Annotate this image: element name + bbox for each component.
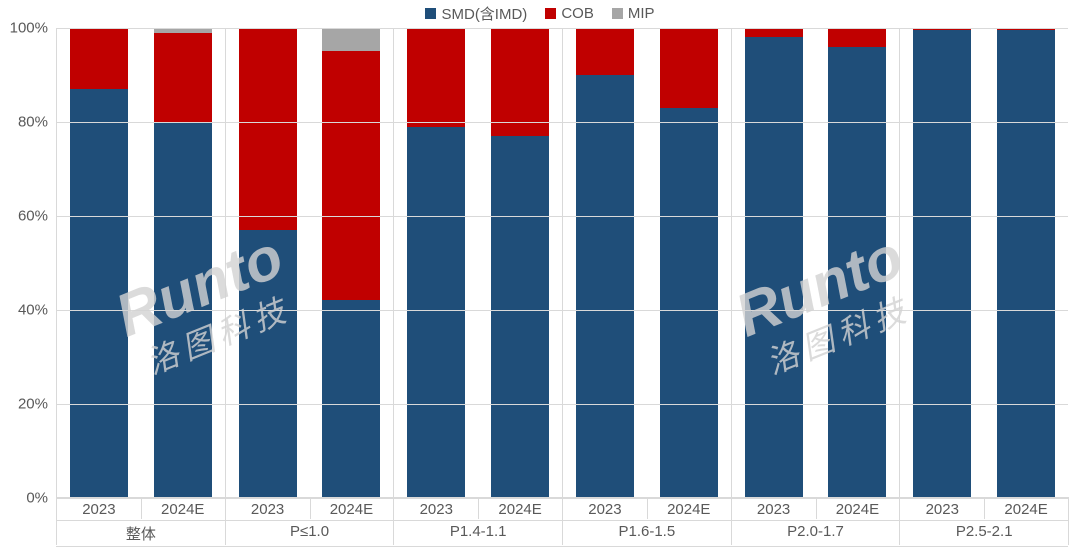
x-axis-group-label: P2.5-2.1 <box>900 523 1068 540</box>
bars-row <box>394 28 562 497</box>
year-row: 2023 2024E <box>732 497 900 518</box>
legend-item-mip: MIP <box>612 5 655 22</box>
segment-cob <box>239 28 297 230</box>
x-axis-year-label: 2023 <box>913 501 971 518</box>
y-axis-label: 60% <box>18 208 56 225</box>
bar <box>828 28 886 497</box>
segment-smd <box>491 136 549 497</box>
year-row: 2023 2024E <box>57 497 225 518</box>
x-axis-group-label: P2.0-1.7 <box>732 523 900 540</box>
x-axis-year-label: 2024E <box>322 501 380 518</box>
x-axis-year-label: 2024E <box>491 501 549 518</box>
segment-smd <box>913 30 971 497</box>
x-axis-year-label: 2023 <box>576 501 634 518</box>
bar <box>407 28 465 497</box>
bar <box>745 28 803 497</box>
x-axis-group-label: P1.4-1.1 <box>394 523 562 540</box>
segment-cob <box>154 33 212 122</box>
y-axis-label: 0% <box>26 490 56 507</box>
segment-smd <box>576 75 634 497</box>
segment-cob <box>660 28 718 108</box>
gridline <box>56 216 1068 217</box>
stacked-bar-chart: SMD(含IMD)COBMIP 20232024E整体20232024EP≤1.… <box>0 0 1080 559</box>
x-axis-mid-line <box>56 520 1068 521</box>
bars-row <box>226 28 394 497</box>
bar <box>70 28 128 497</box>
x-axis-year-label: 2023 <box>239 501 297 518</box>
bar <box>576 28 634 497</box>
segment-smd <box>70 89 128 497</box>
legend-swatch-mip <box>612 8 623 19</box>
legend-swatch-cob <box>545 8 556 19</box>
legend-swatch-smd <box>425 8 436 19</box>
group: 20232024EP2.0-1.7 <box>731 28 900 498</box>
bar <box>913 28 971 497</box>
segment-smd <box>745 37 803 497</box>
year-row: 2023 2024E <box>226 497 394 518</box>
bar <box>154 28 212 497</box>
legend-label: MIP <box>628 5 655 22</box>
bars-row <box>732 28 900 497</box>
segment-cob <box>576 28 634 75</box>
bar <box>491 28 549 497</box>
segment-cob <box>745 28 803 37</box>
year-row: 2023 2024E <box>900 497 1068 518</box>
x-axis-group-label: P1.6-1.5 <box>563 523 731 540</box>
segment-cob <box>491 28 549 136</box>
segment-cob <box>322 51 380 300</box>
x-axis-year-label: 2023 <box>70 501 128 518</box>
legend: SMD(含IMD) COB MIP <box>0 0 1080 26</box>
segment-smd <box>407 127 465 498</box>
x-axis-bottom-line <box>56 546 1068 547</box>
group-container: 20232024E整体20232024EP≤1.020232024EP1.4-1… <box>56 28 1068 498</box>
segment-smd <box>828 47 886 497</box>
x-axis-group-label: P≤1.0 <box>226 523 394 540</box>
legend-label: COB <box>561 5 594 22</box>
gridline <box>56 498 1068 499</box>
bar <box>660 28 718 497</box>
group-divider <box>1068 497 1069 545</box>
y-axis-label: 80% <box>18 114 56 131</box>
year-row: 2023 2024E <box>394 497 562 518</box>
legend-item-smd: SMD(含IMD) <box>425 3 527 24</box>
y-axis-label: 40% <box>18 302 56 319</box>
legend-item-cob: COB <box>545 5 594 22</box>
segment-cob <box>407 28 465 126</box>
bars-row <box>900 28 1068 497</box>
x-axis-year-label: 2023 <box>745 501 803 518</box>
gridline <box>56 122 1068 123</box>
legend-label: SMD(含IMD) <box>441 3 527 24</box>
y-axis-label: 20% <box>18 396 56 413</box>
group: 20232024EP1.4-1.1 <box>393 28 562 498</box>
x-axis-group-label: 整体 <box>57 523 225 544</box>
bar <box>322 28 380 497</box>
plot-area: 20232024E整体20232024EP≤1.020232024EP1.4-1… <box>56 28 1068 498</box>
y-axis-label: 100% <box>10 20 56 37</box>
year-row: 2023 2024E <box>563 497 731 518</box>
segment-smd <box>239 230 297 497</box>
group: 20232024E整体 <box>56 28 225 498</box>
gridline <box>56 404 1068 405</box>
group: 20232024EP2.5-2.1 <box>899 28 1068 498</box>
x-axis-year-label: 2024E <box>660 501 718 518</box>
group: 20232024EP1.6-1.5 <box>562 28 731 498</box>
segment-cob <box>70 28 128 89</box>
bars-row <box>57 28 225 497</box>
bar <box>997 28 1055 497</box>
bars-row <box>563 28 731 497</box>
bar <box>239 28 297 497</box>
segment-smd <box>997 30 1055 497</box>
segment-cob <box>828 28 886 47</box>
group: 20232024EP≤1.0 <box>225 28 394 498</box>
segment-smd <box>660 108 718 497</box>
x-axis-year-label: 2024E <box>828 501 886 518</box>
x-axis-year-label: 2024E <box>997 501 1055 518</box>
segment-smd <box>322 300 380 497</box>
segment-mip <box>322 28 380 51</box>
x-axis-year-label: 2023 <box>407 501 465 518</box>
gridline <box>56 28 1068 29</box>
x-axis-year-label: 2024E <box>154 501 212 518</box>
gridline <box>56 310 1068 311</box>
